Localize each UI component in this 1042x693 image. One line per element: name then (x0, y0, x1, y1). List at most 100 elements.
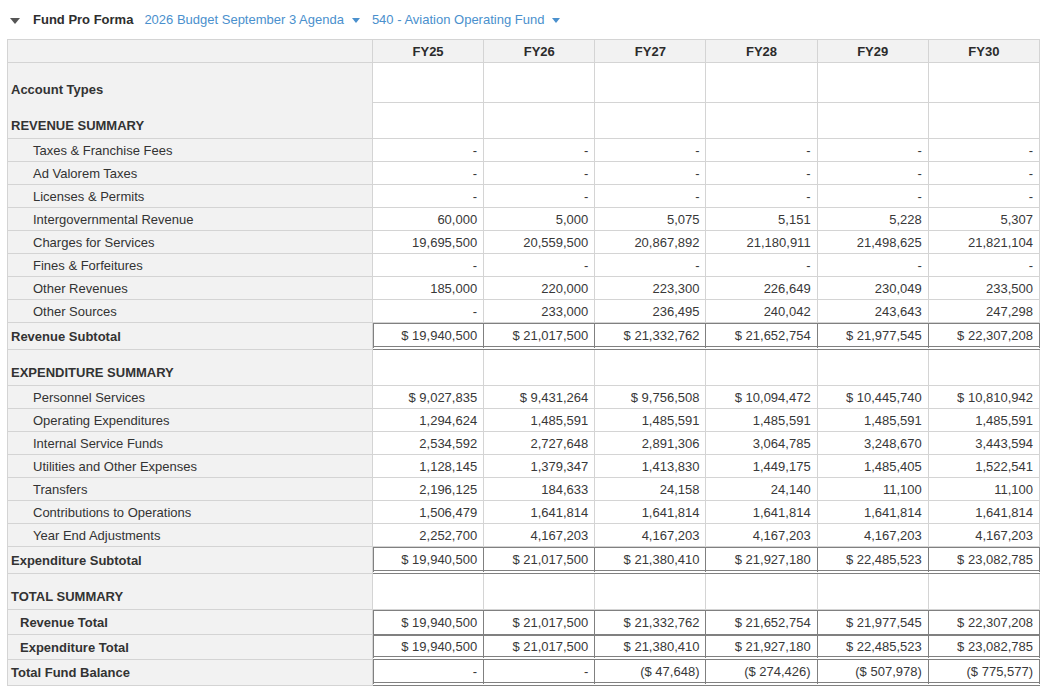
cell-value: ($ 775,577) (929, 660, 1040, 686)
cell-value: 220,000 (484, 277, 595, 300)
cell-value: 4,167,203 (595, 524, 706, 547)
cell-value: 1,506,479 (373, 501, 484, 524)
row-label: Personnel Services (8, 386, 373, 409)
cell-value: - (373, 162, 484, 185)
table-row: Contributions to Operations1,506,4791,64… (8, 501, 1040, 524)
row-label: Transfers (8, 478, 373, 501)
row-label: TOTAL SUMMARY (8, 574, 373, 610)
cell-value: 1,413,830 (595, 455, 706, 478)
cell-value: 236,495 (595, 300, 706, 323)
row-label: Internal Service Funds (8, 432, 373, 455)
table-row: REVENUE SUMMARY (8, 103, 1040, 139)
table-row: Fines & Forfeitures------ (8, 254, 1040, 277)
cell-value: - (373, 300, 484, 323)
cell-value: 4,167,203 (818, 524, 929, 547)
cell-value: 223,300 (595, 277, 706, 300)
table-row: Transfers2,196,125184,63324,15824,14011,… (8, 478, 1040, 501)
cell-value: 60,000 (373, 208, 484, 231)
cell-value: - (595, 139, 706, 162)
cell-value: - (706, 254, 817, 277)
cell-value (929, 574, 1040, 610)
cell-value: 11,100 (929, 478, 1040, 501)
row-label: EXPENDITURE SUMMARY (8, 350, 373, 386)
cell-value (818, 350, 929, 386)
cell-value (373, 574, 484, 610)
cell-value: 5,307 (929, 208, 1040, 231)
cell-value: 247,298 (929, 300, 1040, 323)
cell-value: $ 21,332,762 (595, 610, 706, 635)
cell-value: $ 22,485,523 (818, 547, 929, 574)
cell-value: 21,821,104 (929, 231, 1040, 254)
cell-value (929, 350, 1040, 386)
row-label: Account Types (8, 63, 373, 103)
cell-value (373, 103, 484, 139)
cell-value: 1,641,814 (484, 501, 595, 524)
cell-value: 11,100 (818, 478, 929, 501)
cell-value (484, 63, 595, 103)
cell-value: 233,000 (484, 300, 595, 323)
cell-value: 1,641,814 (929, 501, 1040, 524)
cell-value: $ 22,307,208 (929, 610, 1040, 635)
cell-value: 1,128,145 (373, 455, 484, 478)
cell-value: 2,534,592 (373, 432, 484, 455)
row-label: Total Fund Balance (8, 660, 373, 686)
cell-value: $ 23,082,785 (929, 547, 1040, 574)
table-row: Revenue Total$ 19,940,500$ 21,017,500$ 2… (8, 610, 1040, 635)
cell-value: 1,522,541 (929, 455, 1040, 478)
cell-value: ($ 47,648) (595, 660, 706, 686)
cell-value (818, 103, 929, 139)
cell-value: $ 21,927,180 (706, 635, 817, 660)
fund-selector[interactable]: 540 - Aviation Operating Fund (372, 12, 561, 27)
budget-selector[interactable]: 2026 Budget September 3 Agenda (144, 12, 360, 27)
cell-value: 2,196,125 (373, 478, 484, 501)
cell-value: $ 19,940,500 (373, 610, 484, 635)
cell-value: $ 10,094,472 (706, 386, 817, 409)
cell-value: 20,559,500 (484, 231, 595, 254)
cell-value: $ 10,445,740 (818, 386, 929, 409)
row-label: Utilities and Other Expenses (8, 455, 373, 478)
table-row: Licenses & Permits------ (8, 185, 1040, 208)
cell-value: 233,500 (929, 277, 1040, 300)
cell-value: $ 21,017,500 (484, 547, 595, 574)
chevron-down-icon (352, 18, 360, 23)
cell-value (818, 63, 929, 103)
cell-value: 240,042 (706, 300, 817, 323)
cell-value (484, 350, 595, 386)
cell-value: ($ 274,426) (706, 660, 817, 686)
cell-value: - (373, 185, 484, 208)
cell-value: 24,158 (595, 478, 706, 501)
cell-value: 1,485,405 (818, 455, 929, 478)
cell-value (706, 350, 817, 386)
cell-value (595, 574, 706, 610)
cell-value: $ 9,431,264 (484, 386, 595, 409)
cell-value: - (373, 254, 484, 277)
cell-value: 2,891,306 (595, 432, 706, 455)
cell-value (818, 574, 929, 610)
cell-value: 1,641,814 (595, 501, 706, 524)
row-label: Intergovernmental Revenue (8, 208, 373, 231)
row-label: Revenue Total (8, 610, 373, 635)
cell-value: - (484, 660, 595, 686)
cell-value (484, 103, 595, 139)
table-row: Personnel Services$ 9,027,835$ 9,431,264… (8, 386, 1040, 409)
table-row: Total Fund Balance--($ 47,648)($ 274,426… (8, 660, 1040, 686)
cell-value: 1,485,591 (706, 409, 817, 432)
row-label: Other Sources (8, 300, 373, 323)
cell-value: 230,049 (818, 277, 929, 300)
cell-value: 19,695,500 (373, 231, 484, 254)
cell-value: 5,151 (706, 208, 817, 231)
column-header: FY26 (484, 40, 595, 63)
cell-value: 5,228 (818, 208, 929, 231)
collapse-caret-icon[interactable] (10, 18, 20, 24)
cell-value: $ 21,017,500 (484, 323, 595, 350)
cell-value: 3,443,594 (929, 432, 1040, 455)
cell-value: $ 21,652,754 (706, 323, 817, 350)
row-label: REVENUE SUMMARY (8, 103, 373, 139)
budget-selector-label: 2026 Budget September 3 Agenda (144, 12, 344, 27)
cell-value: - (929, 254, 1040, 277)
cell-value: - (929, 162, 1040, 185)
cell-value: 1,294,624 (373, 409, 484, 432)
table-row: Revenue Subtotal$ 19,940,500$ 21,017,500… (8, 323, 1040, 350)
row-label: Operating Expenditures (8, 409, 373, 432)
column-header-row: FY25FY26FY27FY28FY29FY30 (8, 40, 1040, 63)
